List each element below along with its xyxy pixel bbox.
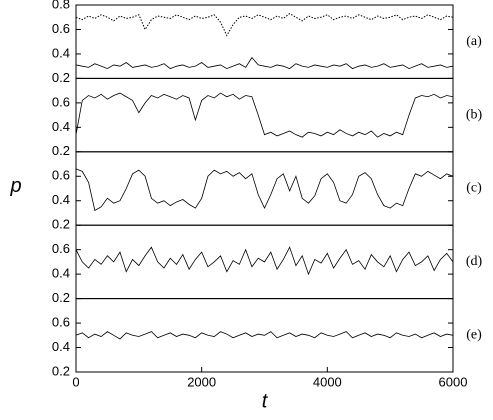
x-axis-label: t (262, 390, 269, 412)
panel-label: (b) (466, 107, 483, 122)
series-line (75, 56, 454, 70)
y-tick-label: 0.2 (52, 143, 70, 158)
panel-label: (c) (466, 181, 482, 196)
x-tick-label: 6000 (439, 374, 468, 389)
x-tick-label: 2000 (187, 374, 216, 389)
y-tick-label: 0.4 (52, 119, 70, 134)
x-tick-label: 0 (72, 374, 79, 389)
panel-frame (75, 151, 454, 226)
y-tick-label: 0.6 (52, 94, 70, 109)
panel-frame (75, 77, 454, 153)
y-tick-label: 0.4 (52, 192, 70, 207)
y-tick-label: 0.2 (52, 290, 70, 305)
y-tick-label: 0.6 (52, 21, 70, 36)
panel-frame (75, 298, 454, 373)
y-tick-label: 0.6 (52, 315, 70, 330)
series-line (75, 12, 454, 37)
y-tick-label: 0.4 (52, 339, 70, 354)
x-tick-label: 4000 (313, 374, 342, 389)
y-axis-label: p (9, 175, 21, 197)
panel-label: (a) (466, 34, 482, 49)
panel-label: (d) (466, 254, 483, 269)
series-line (75, 92, 454, 138)
y-tick-label: 0.2 (52, 70, 70, 85)
series-line (75, 168, 454, 212)
series-line (75, 246, 454, 276)
series-line (75, 331, 454, 340)
y-tick-label: 0.2 (52, 363, 70, 378)
y-tick-label: 0.6 (52, 241, 70, 256)
y-tick-label: 0.8 (52, 0, 70, 11)
y-tick-label: 0.2 (52, 217, 70, 232)
panel-label: (e) (466, 328, 482, 343)
y-tick-label: 0.4 (52, 266, 70, 281)
y-tick-label: 0.6 (52, 168, 70, 183)
y-tick-label: 0.4 (52, 45, 70, 60)
